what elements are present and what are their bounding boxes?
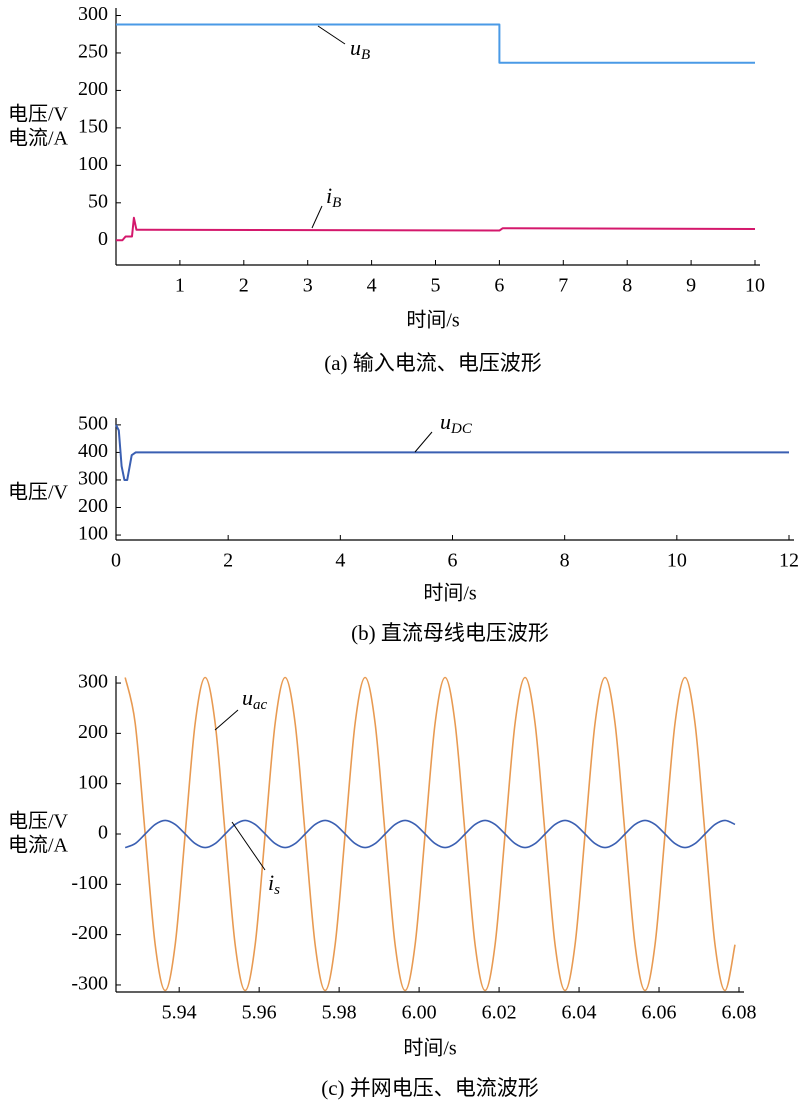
annotation-sub: DC: [450, 421, 473, 437]
x-axis-label: 时间/s: [406, 309, 460, 332]
y-axis-label: 电压/V: [8, 103, 69, 126]
y-tick-label: 300: [78, 3, 108, 25]
x-tick-label: 0: [111, 550, 121, 572]
y-tick-label: 200: [78, 721, 108, 743]
annotation-leader: [311, 205, 323, 229]
x-tick-label: 8: [622, 275, 632, 297]
x-tick-label: 8: [560, 550, 570, 572]
y-tick-label: 300: [78, 468, 108, 490]
y-tick-label: 0: [98, 228, 108, 250]
y-tick-label: 100: [78, 771, 108, 793]
y-tick-label: 300: [78, 671, 108, 693]
x-tick-label: 10: [667, 550, 687, 572]
x-tick-label: 3: [303, 275, 313, 297]
annotation-sub: ac: [253, 697, 268, 713]
x-tick-label: 7: [558, 275, 568, 297]
annotation: uac: [242, 685, 268, 713]
y-tick-label: 250: [78, 41, 108, 63]
y-tick-label: -200: [71, 922, 108, 944]
x-tick-label: 6.02: [482, 1002, 517, 1024]
x-axis-label: 时间/s: [423, 582, 477, 605]
y-tick-label: -300: [71, 973, 108, 995]
x-tick-label: 10: [745, 275, 765, 297]
annotation: uB: [350, 35, 370, 63]
x-tick-label: 5.94: [162, 1002, 197, 1024]
y-axis-label: 电流/A: [8, 834, 69, 857]
y-tick-label: 0: [98, 822, 108, 844]
annotation-text: u: [350, 35, 361, 60]
annotation: uDC: [440, 409, 473, 437]
x-tick-label: 6.06: [642, 1002, 677, 1024]
x-tick-label: 2: [223, 550, 233, 572]
y-tick-label: 200: [78, 495, 108, 517]
annotation-text: u: [242, 685, 253, 710]
x-tick-label: 4: [367, 275, 377, 297]
y-tick-label: 200: [78, 78, 108, 100]
y-tick-label: 150: [78, 115, 108, 137]
y-axis-label: 电压/V: [8, 810, 69, 833]
x-tick-label: 6.00: [402, 1002, 437, 1024]
data-line: [124, 819, 736, 849]
annotation-text: i: [326, 183, 332, 208]
annotation-leader: [231, 821, 266, 871]
x-tick-label: 6.08: [722, 1002, 757, 1024]
x-tick-label: 5.96: [242, 1002, 277, 1024]
x-tick-label: 6.04: [562, 1002, 597, 1024]
x-tick-label: 5: [431, 275, 441, 297]
annotation-leader: [414, 431, 433, 453]
annotation: iB: [326, 183, 341, 211]
x-tick-label: 9: [686, 275, 696, 297]
y-tick-label: 100: [78, 153, 108, 175]
data-line: [116, 216, 756, 242]
annotation-text: i: [268, 870, 274, 895]
y-axis-label: 电压/V: [8, 481, 69, 504]
x-tick-label: 12: [779, 550, 799, 572]
data-line: [115, 424, 789, 481]
annotation: is: [268, 870, 280, 898]
caption: (a) 输入电流、电压波形: [324, 351, 542, 375]
annotation-leader: [317, 25, 346, 45]
x-tick-label: 6: [494, 275, 504, 297]
x-tick-label: 4: [335, 550, 345, 572]
data-line: [116, 23, 755, 64]
caption: (c) 并网电压、电流波形: [321, 1076, 539, 1100]
x-tick-label: 1: [175, 275, 185, 297]
data-line: [124, 676, 736, 992]
annotation-leader: [214, 709, 239, 731]
annotation-text: u: [440, 409, 451, 434]
x-tick-label: 6: [448, 550, 458, 572]
x-tick-label: 5.98: [322, 1002, 357, 1024]
x-tick-label: 2: [239, 275, 249, 297]
y-tick-label: -100: [71, 872, 108, 894]
annotation-sub: s: [274, 882, 280, 898]
y-tick-label: 100: [78, 523, 108, 545]
y-tick-label: 400: [78, 440, 108, 462]
annotation-sub: B: [361, 47, 370, 63]
annotation-sub: B: [332, 195, 341, 211]
caption: (b) 直流母线电压波形: [351, 621, 549, 645]
y-tick-label: 500: [78, 412, 108, 434]
y-axis-label: 电流/A: [8, 127, 69, 150]
x-axis-label: 时间/s: [403, 1037, 457, 1060]
y-tick-label: 50: [88, 190, 108, 212]
